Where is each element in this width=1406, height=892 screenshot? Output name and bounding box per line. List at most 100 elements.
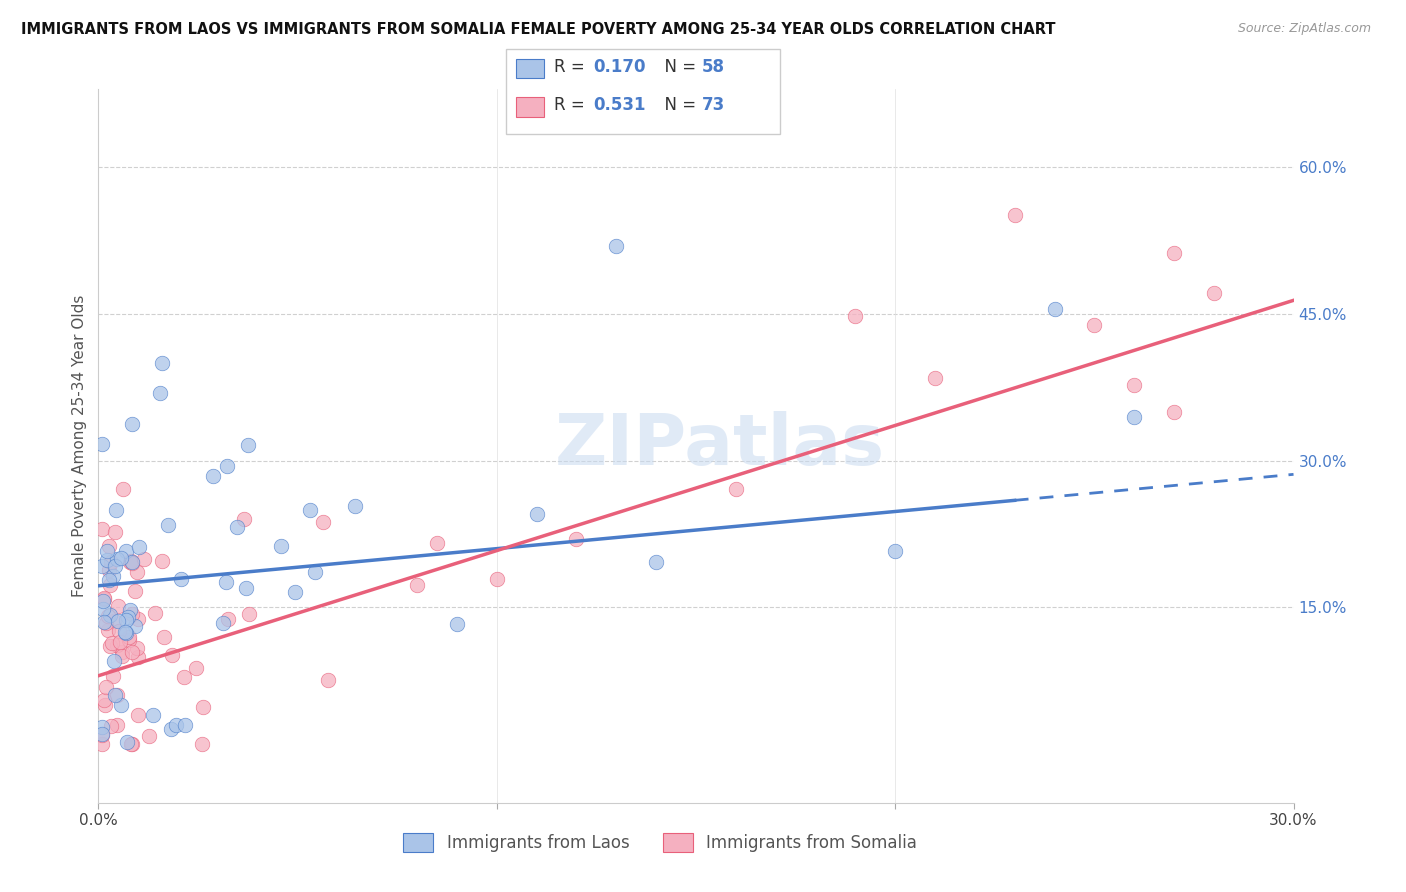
Point xyxy=(150,356,173,370)
Text: IMMIGRANTS FROM LAOS VS IMMIGRANTS FROM SOMALIA FEMALE POVERTY AMONG 25-34 YEAR : IMMIGRANTS FROM LAOS VS IMMIGRANTS FROM … xyxy=(21,22,1056,37)
Point xyxy=(191,737,214,751)
Point xyxy=(217,612,239,626)
Point xyxy=(91,558,114,573)
Text: 0.170: 0.170 xyxy=(593,58,645,76)
Point xyxy=(311,515,333,529)
Point xyxy=(1163,405,1185,419)
Point xyxy=(226,520,249,534)
Point xyxy=(1083,318,1105,332)
Point xyxy=(115,626,138,640)
Point xyxy=(120,737,142,751)
Point xyxy=(138,729,160,743)
Point xyxy=(211,616,233,631)
Point xyxy=(114,625,136,640)
Point xyxy=(121,417,143,431)
Point xyxy=(1202,285,1225,300)
Text: R =: R = xyxy=(554,58,591,76)
Point xyxy=(107,614,129,628)
Text: R =: R = xyxy=(554,96,591,114)
Point xyxy=(924,370,946,384)
Point xyxy=(105,717,128,731)
Point xyxy=(98,578,121,592)
Point xyxy=(132,552,155,566)
Point xyxy=(105,638,128,652)
Point xyxy=(270,540,292,554)
Point xyxy=(103,654,125,668)
Point xyxy=(165,717,187,731)
Point xyxy=(91,437,114,451)
Point xyxy=(110,550,132,565)
Point xyxy=(93,591,115,606)
Point xyxy=(124,584,146,599)
Y-axis label: Female Poverty Among 25-34 Year Olds: Female Poverty Among 25-34 Year Olds xyxy=(72,295,87,597)
Point xyxy=(107,599,129,613)
Point xyxy=(91,594,114,608)
Point xyxy=(118,630,141,644)
Point xyxy=(93,698,115,712)
Point xyxy=(118,555,141,569)
Point xyxy=(93,615,115,629)
Point xyxy=(120,554,142,568)
Point xyxy=(105,503,128,517)
Point xyxy=(117,610,139,624)
Point xyxy=(485,572,508,586)
Point xyxy=(115,734,138,748)
Point xyxy=(565,533,588,547)
Point xyxy=(157,517,180,532)
Point xyxy=(1163,246,1185,260)
Point xyxy=(111,482,134,496)
Point xyxy=(304,565,326,579)
Point xyxy=(118,632,141,647)
Point xyxy=(111,648,134,663)
Point xyxy=(186,660,208,674)
Text: N =: N = xyxy=(654,58,702,76)
Point xyxy=(173,670,195,684)
Point xyxy=(91,737,114,751)
Point xyxy=(236,438,259,452)
Point xyxy=(724,482,747,496)
Point xyxy=(215,575,238,590)
Point xyxy=(235,581,257,595)
Point xyxy=(426,536,449,550)
Point xyxy=(121,555,143,569)
Point xyxy=(110,698,132,712)
Point xyxy=(107,624,129,639)
Point xyxy=(115,544,138,558)
Point xyxy=(94,615,117,630)
Text: 73: 73 xyxy=(702,96,725,114)
Point xyxy=(121,737,143,751)
Point xyxy=(96,544,118,558)
Point xyxy=(93,591,115,606)
Point xyxy=(406,578,429,592)
Point xyxy=(96,680,118,694)
Point xyxy=(111,645,134,659)
Point xyxy=(103,669,125,683)
Point xyxy=(299,503,322,517)
Point xyxy=(128,541,150,555)
Point xyxy=(1123,378,1146,392)
Point xyxy=(93,692,115,706)
Point xyxy=(97,574,120,588)
Text: Source: ZipAtlas.com: Source: ZipAtlas.com xyxy=(1237,22,1371,36)
Point xyxy=(97,623,120,637)
Point xyxy=(124,619,146,633)
Point xyxy=(98,608,121,623)
Point xyxy=(98,563,121,577)
Point xyxy=(143,607,166,621)
Point xyxy=(97,539,120,553)
Point xyxy=(202,469,225,483)
Point xyxy=(526,507,548,521)
Point xyxy=(93,602,115,616)
Legend: Immigrants from Laos, Immigrants from Somalia: Immigrants from Laos, Immigrants from So… xyxy=(396,826,924,859)
Point xyxy=(191,699,214,714)
Point xyxy=(108,635,131,649)
Point xyxy=(91,727,114,741)
Point xyxy=(91,720,114,734)
Point xyxy=(105,551,128,566)
Point xyxy=(103,614,125,628)
Point xyxy=(884,543,907,558)
Point xyxy=(104,524,127,539)
Point xyxy=(101,636,124,650)
Point xyxy=(645,555,668,569)
Point xyxy=(605,238,627,252)
